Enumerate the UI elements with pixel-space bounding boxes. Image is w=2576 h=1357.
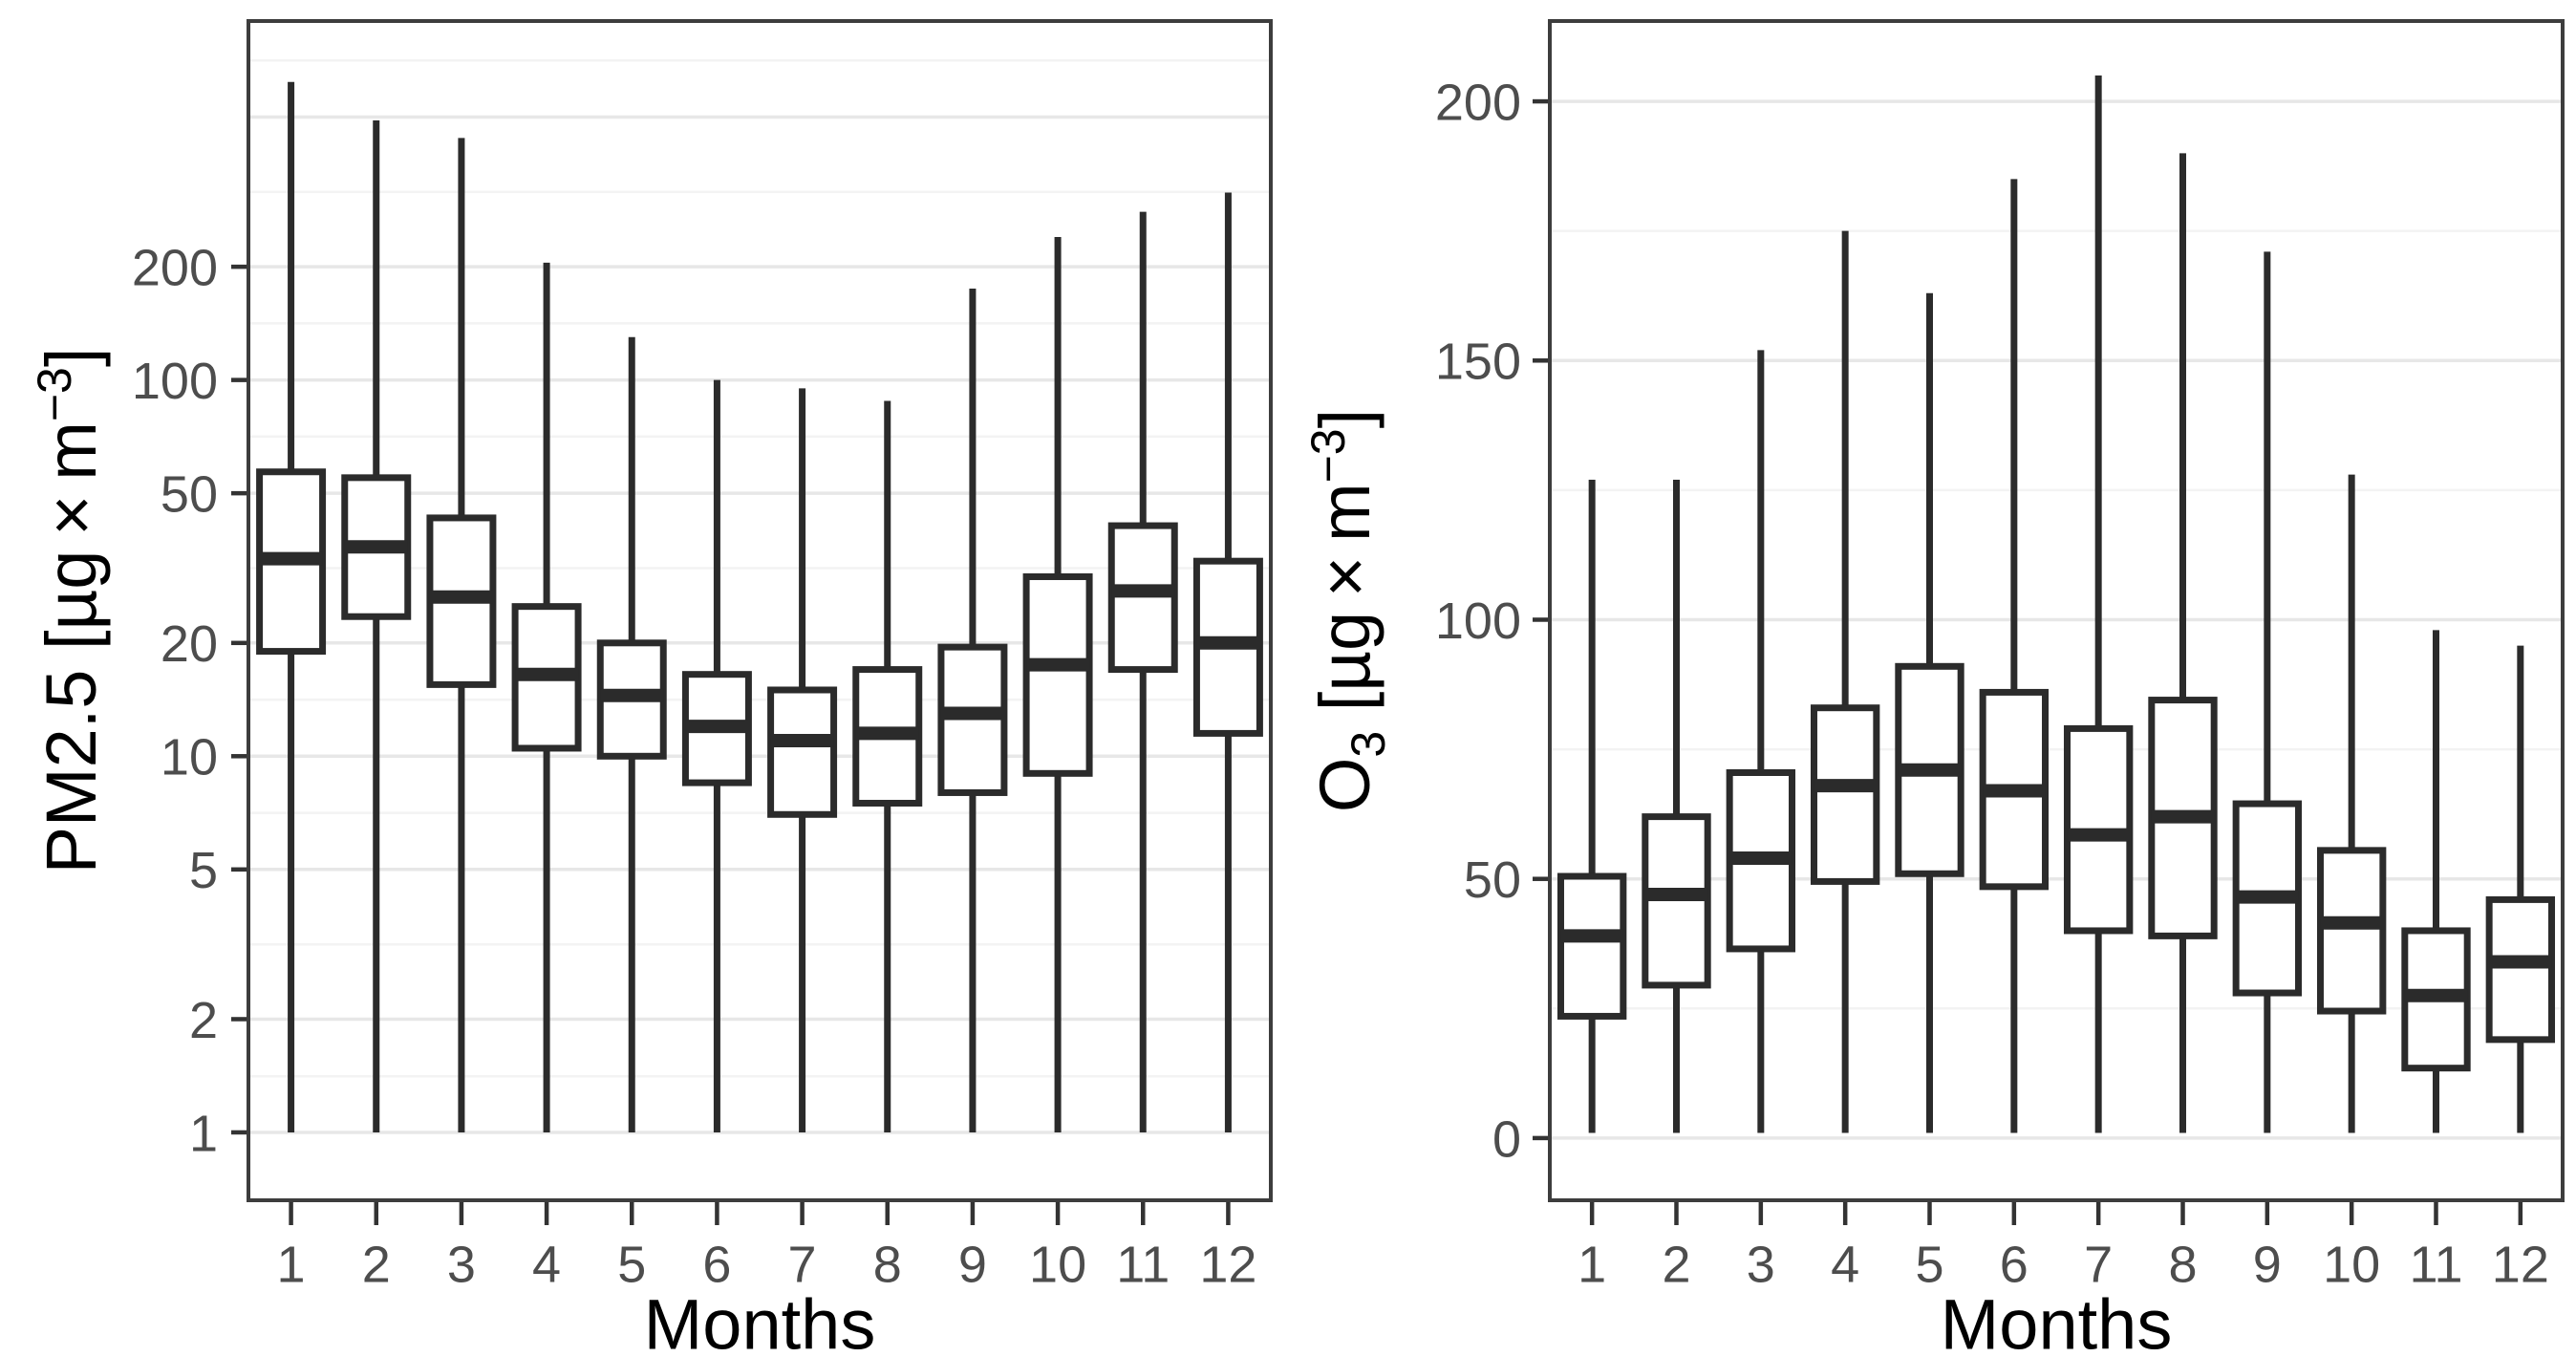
- y-tick-label: 50: [1464, 851, 1521, 909]
- iqr-box: [2485, 895, 2556, 1044]
- x-tick-label: 10: [1029, 1236, 1086, 1293]
- boxplot-month-10: [2316, 474, 2387, 1133]
- y-axis-title-sup: −3: [1301, 428, 1355, 483]
- boxplot-month-4: [511, 262, 582, 1132]
- pm25-panel-wrap: 1 2 5 10 20 50 100 200 1 2 3 4 5 6 7 8 9 10 11 12 Months PM2.…: [28, 19, 1273, 1357]
- panel-border: [1548, 19, 2565, 1202]
- x-tick-label: 6: [702, 1236, 731, 1293]
- iqr-box: [1556, 872, 1627, 1020]
- panel-border: [247, 19, 1273, 1202]
- iqr-box: [1022, 572, 1093, 777]
- boxplot-month-12: [2485, 645, 2556, 1133]
- x-tick-label: 3: [447, 1236, 476, 1293]
- x-tick-label: 9: [958, 1236, 987, 1293]
- x-tick-label: 8: [2168, 1236, 2197, 1293]
- x-tick-label: 10: [2323, 1236, 2380, 1293]
- x-tick-label: 11: [1116, 1236, 1170, 1293]
- x-tick-label: 12: [1199, 1236, 1256, 1293]
- y-tick-label: 200: [1435, 75, 1521, 132]
- boxplot-month-5: [596, 336, 667, 1132]
- y-tick-label: 100: [132, 353, 218, 410]
- boxplot-month-7: [2063, 75, 2134, 1133]
- x-tick-label: 2: [1662, 1236, 1690, 1293]
- iqr-box: [1810, 704, 1880, 885]
- x-tick-label: 12: [2492, 1236, 2549, 1293]
- y-axis-title-segment: ]: [1305, 409, 1385, 429]
- iqr-box: [767, 686, 838, 818]
- boxplot-month-7: [767, 388, 838, 1132]
- boxplot-month-1: [1556, 480, 1627, 1133]
- y-tick-label: 100: [1435, 592, 1521, 650]
- y-tick-label: 10: [161, 729, 218, 786]
- boxplot-month-4: [1810, 230, 1880, 1133]
- x-axis-title: Months: [644, 1285, 876, 1357]
- x-tick-label: 9: [2253, 1236, 2282, 1293]
- boxplot-month-9: [2232, 251, 2303, 1133]
- x-tick-label: 4: [532, 1236, 561, 1293]
- x-tick-label: 11: [2409, 1236, 2462, 1293]
- boxplot-month-3: [426, 138, 497, 1132]
- y-tick-label: 5: [189, 842, 218, 899]
- y-axis-title-segment: [µg × m: [1305, 483, 1385, 730]
- boxplot-month-2: [341, 119, 412, 1132]
- x-axis-title: Months: [1941, 1285, 2173, 1357]
- y-tick-label: 20: [161, 615, 218, 673]
- y-axis-title-sup: −3: [28, 367, 81, 421]
- boxplot-month-6: [1979, 179, 2050, 1133]
- o3-panel-wrap: 0 50 100 150 200 1 2 3 4 5 6 7 8 9 10 11 12 Months O3 [µg …: [1288, 0, 2576, 1357]
- boxplot-month-3: [1726, 350, 1796, 1133]
- y-axis-title-segment: ]: [32, 348, 111, 368]
- y-axis-title-segment: O: [1305, 758, 1385, 813]
- x-tick-label: 1: [1578, 1236, 1606, 1293]
- boxplot-month-2: [1642, 480, 1711, 1133]
- x-tick-label: 3: [1747, 1236, 1775, 1293]
- x-tick-label: 8: [873, 1236, 902, 1293]
- y-tick-label: 150: [1435, 334, 1521, 391]
- boxplot-month-9: [937, 288, 1008, 1132]
- boxplot-month-5: [1895, 292, 1964, 1133]
- y-axis-title-sub: 3: [1342, 731, 1395, 758]
- x-tick-label: 5: [617, 1236, 646, 1293]
- y-tick-label: 1: [189, 1105, 218, 1162]
- boxplot-month-6: [681, 379, 752, 1132]
- x-tick-label: 2: [362, 1236, 391, 1293]
- boxplot-month-8: [2148, 153, 2218, 1133]
- y-tick-label: 200: [132, 240, 218, 297]
- x-tick-label: 1: [277, 1236, 306, 1293]
- boxplot-month-12: [1192, 192, 1263, 1132]
- y-axis-title-segment: PM2.5 [µg × m: [32, 421, 111, 873]
- x-tick-label: 4: [1831, 1236, 1859, 1293]
- boxplot-month-11: [2401, 630, 2471, 1133]
- x-tick-label: 6: [2000, 1236, 2029, 1293]
- boxplot-month-11: [1107, 211, 1178, 1132]
- y-axis-title: PM2.5 [µg × m−3]: [28, 348, 111, 874]
- y-tick-label: 50: [161, 466, 218, 524]
- y-tick-label: 0: [1492, 1110, 1521, 1168]
- boxplot-month-8: [852, 400, 923, 1132]
- x-tick-label: 7: [2084, 1236, 2113, 1293]
- y-tick-label: 2: [189, 992, 218, 1049]
- iqr-box: [2316, 847, 2387, 1015]
- x-tick-label: 5: [1915, 1236, 1943, 1293]
- boxplot-month-1: [256, 81, 327, 1132]
- x-tick-label: 7: [788, 1236, 817, 1293]
- y-axis-title: O3 [µg × m−3]: [1301, 409, 1395, 812]
- boxplot-month-10: [1022, 236, 1093, 1132]
